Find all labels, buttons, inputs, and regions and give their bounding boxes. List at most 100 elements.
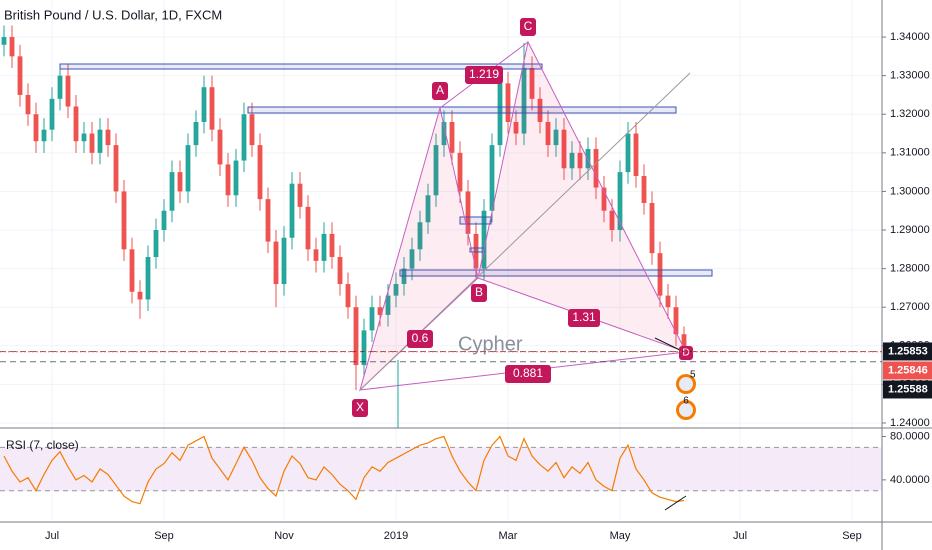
candle-body: [289, 183, 295, 238]
point-box: [520, 18, 536, 36]
rsi-pane: [0, 435, 882, 505]
ratio-box: [465, 66, 503, 84]
price-badge-label: 1.25846: [888, 364, 928, 376]
point-box: [679, 346, 693, 360]
price-badge-label: 1.25588: [888, 383, 928, 395]
candle-body: [49, 98, 55, 130]
x-tick-label: Nov: [274, 530, 294, 542]
candle-body: [41, 129, 47, 142]
candle-body: [537, 98, 543, 122]
ratio-label: 1.219: [469, 67, 499, 81]
pattern: [359, 40, 688, 392]
level-box: [399, 269, 713, 277]
y-tick-label: 1.33000: [890, 70, 930, 82]
candle-body: [297, 183, 303, 207]
candle-body: [257, 145, 263, 200]
candle-body: [33, 114, 39, 142]
x-tick-label: Mar: [499, 530, 518, 542]
candle-body: [273, 241, 279, 285]
candle-body: [369, 307, 375, 331]
candle-body: [329, 233, 335, 258]
candle-body: [409, 249, 415, 269]
point-label: B: [475, 285, 483, 299]
event-flag: [679, 403, 693, 417]
price-badge: [883, 342, 932, 361]
candle-body: [585, 148, 591, 169]
drawings: [59, 63, 713, 277]
ratio-box: [568, 309, 600, 327]
candle-body: [489, 145, 495, 211]
candle-body: [601, 187, 607, 211]
y-tick-label: 1.24000: [890, 417, 930, 429]
candle-body: [617, 172, 623, 231]
candle-body: [353, 307, 359, 366]
point-label: D: [682, 348, 689, 359]
rsi-tick-label: 40.0000: [890, 474, 930, 486]
level-box: [59, 63, 543, 70]
candle-body: [385, 295, 391, 315]
ratio-box: [505, 365, 551, 383]
candles: [1, 25, 687, 391]
candle-body: [185, 145, 191, 192]
candle-body: [153, 230, 159, 258]
candle-body: [345, 284, 351, 308]
candle-body: [609, 210, 615, 231]
x-tick-label: May: [610, 530, 631, 542]
candle-body: [25, 94, 31, 115]
rsi-line: [3, 435, 685, 505]
candle-body: [249, 114, 255, 146]
y-tick-label: 1.28000: [890, 263, 930, 275]
candle-body: [553, 129, 559, 146]
rsi-title: RSI (7, close): [6, 438, 79, 452]
event-flag: [679, 377, 693, 391]
candle-body: [313, 249, 319, 261]
ratio-box: [407, 330, 433, 348]
candle-body: [265, 199, 271, 242]
point-labels: X A B C D: [352, 18, 693, 417]
candle-body: [73, 106, 79, 142]
candle-body: [321, 233, 327, 261]
candle-body: [193, 121, 199, 146]
candle-body: [217, 129, 223, 165]
x-tick-label: Sep: [154, 530, 174, 542]
candle-body: [593, 148, 599, 188]
candle-body: [17, 56, 23, 95]
point-box: [432, 82, 448, 100]
candle-body: [89, 133, 95, 153]
candle-body: [377, 307, 383, 315]
candle-body: [281, 237, 287, 285]
candle-body: [465, 191, 471, 234]
candle-body: [233, 160, 239, 196]
candle-body: [81, 133, 87, 142]
candle-body: [521, 67, 527, 134]
candle-body: [305, 206, 311, 250]
price-badge: [883, 361, 932, 380]
ratio-label: 1.31: [572, 310, 596, 324]
x-tick-label: Jul: [733, 530, 747, 542]
candle-body: [513, 121, 519, 134]
candle-body: [665, 295, 671, 308]
rsi-tick-label: 80.0000: [890, 430, 930, 442]
candle-body: [457, 152, 463, 192]
candle-body: [113, 145, 119, 192]
event-label: 6: [683, 396, 689, 407]
y-tick-label: 1.31000: [890, 147, 930, 159]
candle-body: [441, 121, 447, 146]
candle-body: [625, 133, 631, 173]
candle-body: [481, 210, 487, 269]
candle-body: [129, 249, 135, 292]
candle-body: [241, 114, 247, 161]
candle-body: [393, 284, 399, 296]
candle-body: [681, 334, 687, 352]
y-tick-label: 1.34000: [890, 31, 930, 43]
ratio-labels: 1.219 0.6 1.31 0.881: [407, 66, 600, 383]
chart-title: British Pound / U.S. Dollar, 1D, FXCM: [4, 7, 222, 22]
x-tick-label: Sep: [842, 530, 862, 542]
candle-body: [545, 121, 551, 146]
y-tick-label: 1.32000: [890, 108, 930, 120]
candle-body: [145, 257, 151, 300]
candle-body: [97, 129, 103, 153]
pattern-name: Cypher: [458, 333, 523, 355]
candle-body: [121, 191, 127, 250]
